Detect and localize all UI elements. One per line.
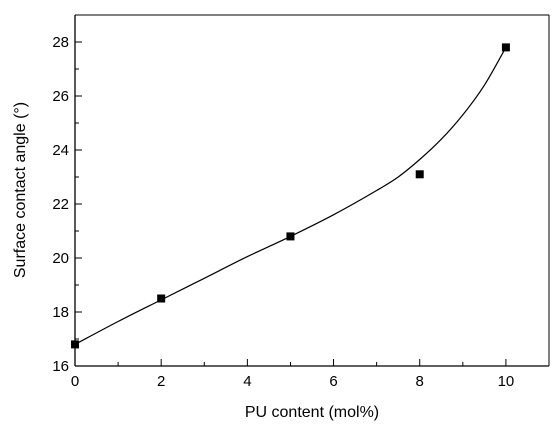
- fit-curve: [74, 47, 507, 345]
- y-tick-label: 20: [52, 250, 69, 267]
- x-ticks: 0 2 4 6 8 10: [71, 359, 550, 390]
- data-point: [415, 170, 424, 179]
- x-tick-label: 4: [243, 373, 251, 390]
- data-point: [286, 232, 295, 241]
- y-ticks: 16 18 20 22 24 26 28: [52, 14, 82, 375]
- x-axis-title: PU content (mol%): [245, 404, 379, 421]
- data-point: [71, 340, 79, 349]
- y-axis-title: Surface contact angle (°): [12, 102, 29, 278]
- y-tick-label: 22: [52, 196, 69, 213]
- x-tick-label: 10: [498, 373, 515, 390]
- data-point: [501, 43, 510, 52]
- y-tick-label: 24: [52, 142, 69, 159]
- plot-frame: [74, 14, 550, 367]
- x-tick-label: 6: [329, 373, 337, 390]
- y-tick-label: 16: [52, 358, 69, 375]
- data-point: [157, 294, 166, 303]
- x-tick-label: 8: [416, 373, 424, 390]
- y-tick-label: 26: [52, 88, 69, 105]
- x-tick-label: 2: [157, 373, 165, 390]
- x-tick-label: 0: [71, 373, 79, 390]
- data-points: [71, 43, 510, 349]
- y-tick-label: 18: [52, 304, 69, 321]
- y-tick-label: 28: [52, 34, 69, 51]
